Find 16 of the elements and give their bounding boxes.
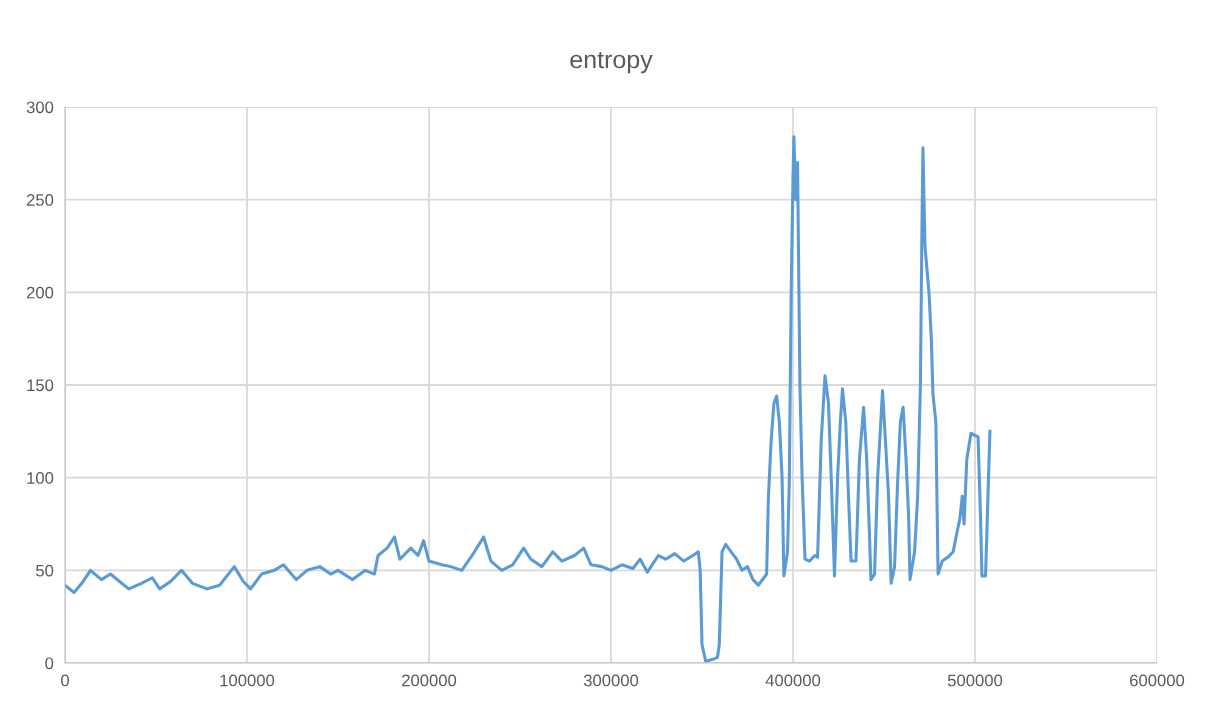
chart-title: entropy: [570, 51, 653, 74]
x-tick-label: 0: [61, 674, 69, 687]
y-tick-label: 50: [36, 564, 54, 577]
x-tick-label: 300000: [583, 674, 639, 687]
y-tick-label: 0: [45, 657, 54, 670]
x-tick-label: 500000: [947, 674, 1003, 687]
line-series: [65, 135, 992, 663]
x-tick-label: 200000: [402, 674, 457, 687]
y-tick-label: 100: [27, 472, 54, 484]
y-tick-label: 300: [26, 101, 54, 114]
x-tick-label: 600000: [1130, 674, 1185, 687]
x-tick-label: 100000: [220, 674, 275, 687]
x-tick-label: 400000: [765, 674, 821, 687]
y-tick-label: 150: [27, 379, 54, 392]
y-tick-label: 250: [26, 194, 54, 206]
y-tick-label: 200: [26, 286, 54, 299]
